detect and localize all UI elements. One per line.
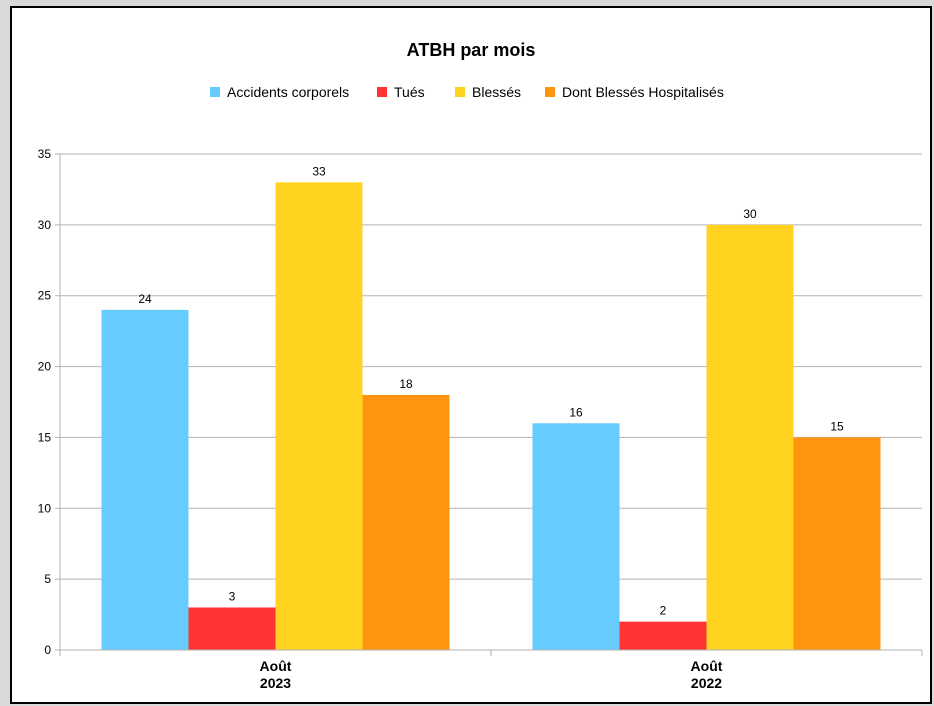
y-tick-label: 0 [44,643,51,657]
data-label: 30 [743,207,757,221]
legend-swatch [455,87,465,97]
data-label: 33 [312,164,326,178]
legend-swatch [210,87,220,97]
y-tick-label: 10 [38,501,52,515]
bar [101,309,189,650]
data-label: 16 [569,405,583,419]
bar [706,224,794,650]
data-label: 15 [830,419,844,433]
data-label: 24 [138,292,152,306]
y-tick-label: 35 [38,147,52,161]
data-label: 2 [660,604,667,618]
bars [101,182,881,651]
chart-frame: ATBH par mois Accidents corporels Tués Ble… [10,6,932,704]
x-tick-label: Août 2023 [260,658,292,691]
bar-chart: ATBH par mois Accidents corporels Tués Ble… [38,40,923,691]
bar [532,423,620,650]
legend-label: Accidents corporels [227,84,349,100]
y-axis: 0 5 10 15 20 25 30 35 [38,147,61,657]
data-label: 18 [399,377,413,391]
legend-label: Tués [394,84,425,100]
bar [362,394,450,650]
legend-swatch [545,87,555,97]
chart-title: ATBH par mois [407,40,536,60]
y-tick-label: 25 [38,289,52,303]
legend-label: Blessés [472,84,521,100]
legend: Accidents corporels Tués Blessés Dont Bless… [210,84,724,100]
y-tick-label: 5 [44,572,51,586]
bar [188,607,276,650]
bar [619,621,707,650]
bar [793,437,881,650]
legend-swatch [377,87,387,97]
data-label: 3 [229,589,236,603]
gridlines [60,153,922,651]
bar [275,182,363,651]
x-axis: Août 2023 Août 2022 [59,649,923,691]
y-tick-label: 20 [38,360,52,374]
x-tick-label: Août 2022 [691,658,723,691]
y-tick-label: 15 [38,430,52,444]
y-tick-label: 30 [38,218,52,232]
legend-label: Dont Blessés Hospitalisés [562,84,724,100]
